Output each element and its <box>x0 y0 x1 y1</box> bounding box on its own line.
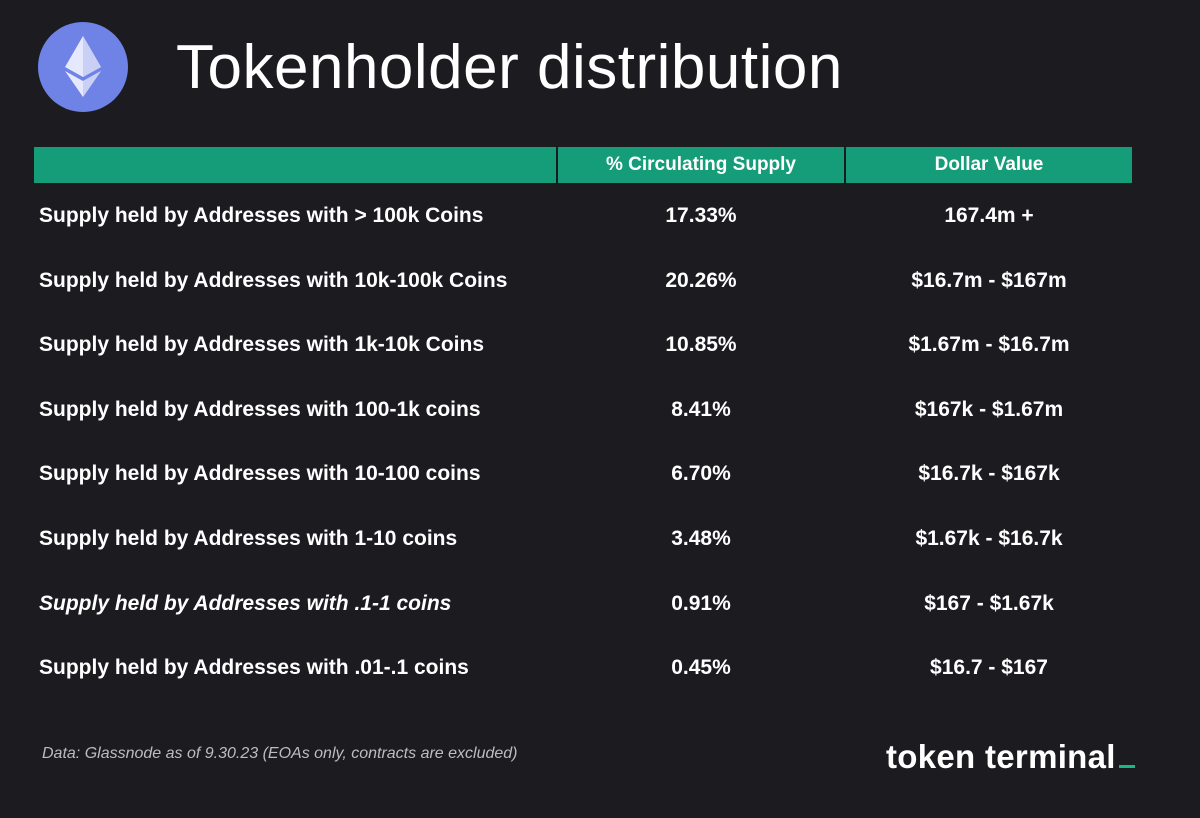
ethereum-icon <box>65 36 101 97</box>
row-label: Supply held by Addresses with 10k-100k C… <box>39 269 508 292</box>
row-percent: 6.70% <box>671 462 731 485</box>
row-label: Supply held by Addresses with .1-1 coins <box>39 592 452 615</box>
ethereum-logo-icon <box>38 22 128 112</box>
table-row: Supply held by Addresses with 10k-100k C… <box>34 261 1132 301</box>
row-label: Supply held by Addresses with 100-1k coi… <box>39 398 481 421</box>
table-row: Supply held by Addresses with 10-100 coi… <box>34 454 1132 494</box>
row-percent: 20.26% <box>665 269 737 292</box>
row-label: Supply held by Addresses with 1k-10k Coi… <box>39 333 485 356</box>
column-header-label <box>34 147 556 183</box>
table-row: Supply held by Addresses with 1-10 coins… <box>34 519 1132 559</box>
row-dollar-value: $1.67m - $16.7m <box>908 333 1070 356</box>
row-dollar-value: $1.67k - $16.7k <box>915 527 1063 550</box>
row-dollar-value: $16.7 - $167 <box>930 656 1048 679</box>
row-percent: 10.85% <box>665 333 737 356</box>
table-row: Supply held by Addresses with .1-1 coins… <box>34 584 1132 624</box>
row-label: Supply held by Addresses with > 100k Coi… <box>39 204 484 227</box>
brand-cursor-icon <box>1118 765 1135 768</box>
row-percent: 0.45% <box>671 656 731 679</box>
brand-name: token terminal <box>886 738 1116 775</box>
row-label: Supply held by Addresses with 10-100 coi… <box>39 462 481 485</box>
row-dollar-value: 167.4m + <box>944 204 1034 227</box>
row-label: Supply held by Addresses with 1-10 coins <box>39 527 458 550</box>
page-title: Tokenholder distribution <box>176 33 843 102</box>
row-percent: 0.91% <box>671 592 731 615</box>
row-label: Supply held by Addresses with .01-.1 coi… <box>39 656 469 679</box>
row-percent: 17.33% <box>665 204 737 227</box>
table-row: Supply held by Addresses with 1k-10k Coi… <box>34 325 1132 365</box>
row-dollar-value: $16.7m - $167m <box>911 269 1067 292</box>
row-percent: 3.48% <box>671 527 731 550</box>
row-dollar-value: $167k - $1.67m <box>914 398 1064 421</box>
table-header: % Circulating Supply Dollar Value <box>34 147 1132 183</box>
table-row: Supply held by Addresses with 100-1k coi… <box>34 390 1132 430</box>
row-dollar-value: $16.7k - $167k <box>918 462 1060 485</box>
source-footnote: Data: Glassnode as of 9.30.23 (EOAs only… <box>42 745 518 762</box>
table-row: Supply held by Addresses with > 100k Coi… <box>34 196 1132 236</box>
brand-logo: token terminal <box>886 737 1135 777</box>
table-row: Supply held by Addresses with .01-.1 coi… <box>34 648 1132 688</box>
column-header-circulating-supply: % Circulating Supply <box>558 147 844 183</box>
row-dollar-value: $167 - $1.67k <box>924 592 1054 615</box>
column-header-dollar-value: Dollar Value <box>846 147 1132 183</box>
row-percent: 8.41% <box>671 398 731 421</box>
